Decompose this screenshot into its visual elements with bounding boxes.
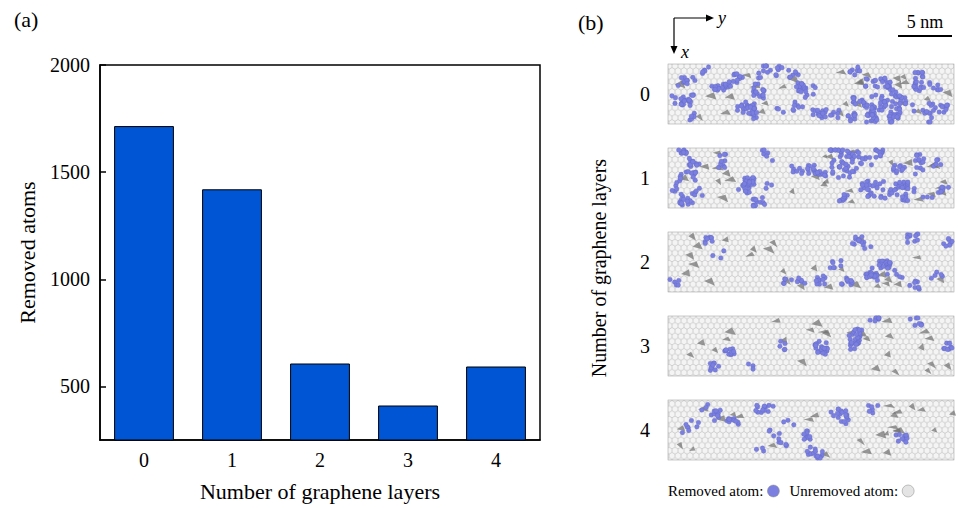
svg-text:500: 500 bbox=[60, 375, 90, 397]
svg-text:0: 0 bbox=[139, 449, 149, 471]
svg-text:0: 0 bbox=[640, 83, 650, 105]
svg-text:1000: 1000 bbox=[50, 268, 90, 290]
svg-text:Removed atom:: Removed atom: bbox=[668, 483, 763, 499]
svg-text:(b): (b) bbox=[578, 10, 604, 35]
svg-text:(a): (a) bbox=[14, 7, 38, 32]
svg-text:4: 4 bbox=[640, 419, 650, 441]
svg-text:Number of graphene layers: Number of graphene layers bbox=[588, 159, 611, 377]
svg-text:Removed atoms: Removed atoms bbox=[15, 181, 40, 323]
svg-text:1: 1 bbox=[227, 449, 237, 471]
svg-text:2000: 2000 bbox=[50, 54, 90, 76]
svg-text:1500: 1500 bbox=[50, 161, 90, 183]
svg-text:3: 3 bbox=[640, 335, 650, 357]
svg-text:3: 3 bbox=[403, 449, 413, 471]
svg-text:Number of graphene layers: Number of graphene layers bbox=[200, 479, 440, 504]
svg-text:5 nm: 5 nm bbox=[907, 12, 944, 32]
svg-text:1: 1 bbox=[640, 167, 650, 189]
svg-text:x: x bbox=[680, 42, 689, 62]
svg-text:y: y bbox=[716, 8, 726, 28]
svg-text:4: 4 bbox=[491, 449, 501, 471]
svg-text:2: 2 bbox=[640, 251, 650, 273]
svg-text:Unremoved atom:: Unremoved atom: bbox=[789, 483, 898, 499]
svg-text:2: 2 bbox=[315, 449, 325, 471]
